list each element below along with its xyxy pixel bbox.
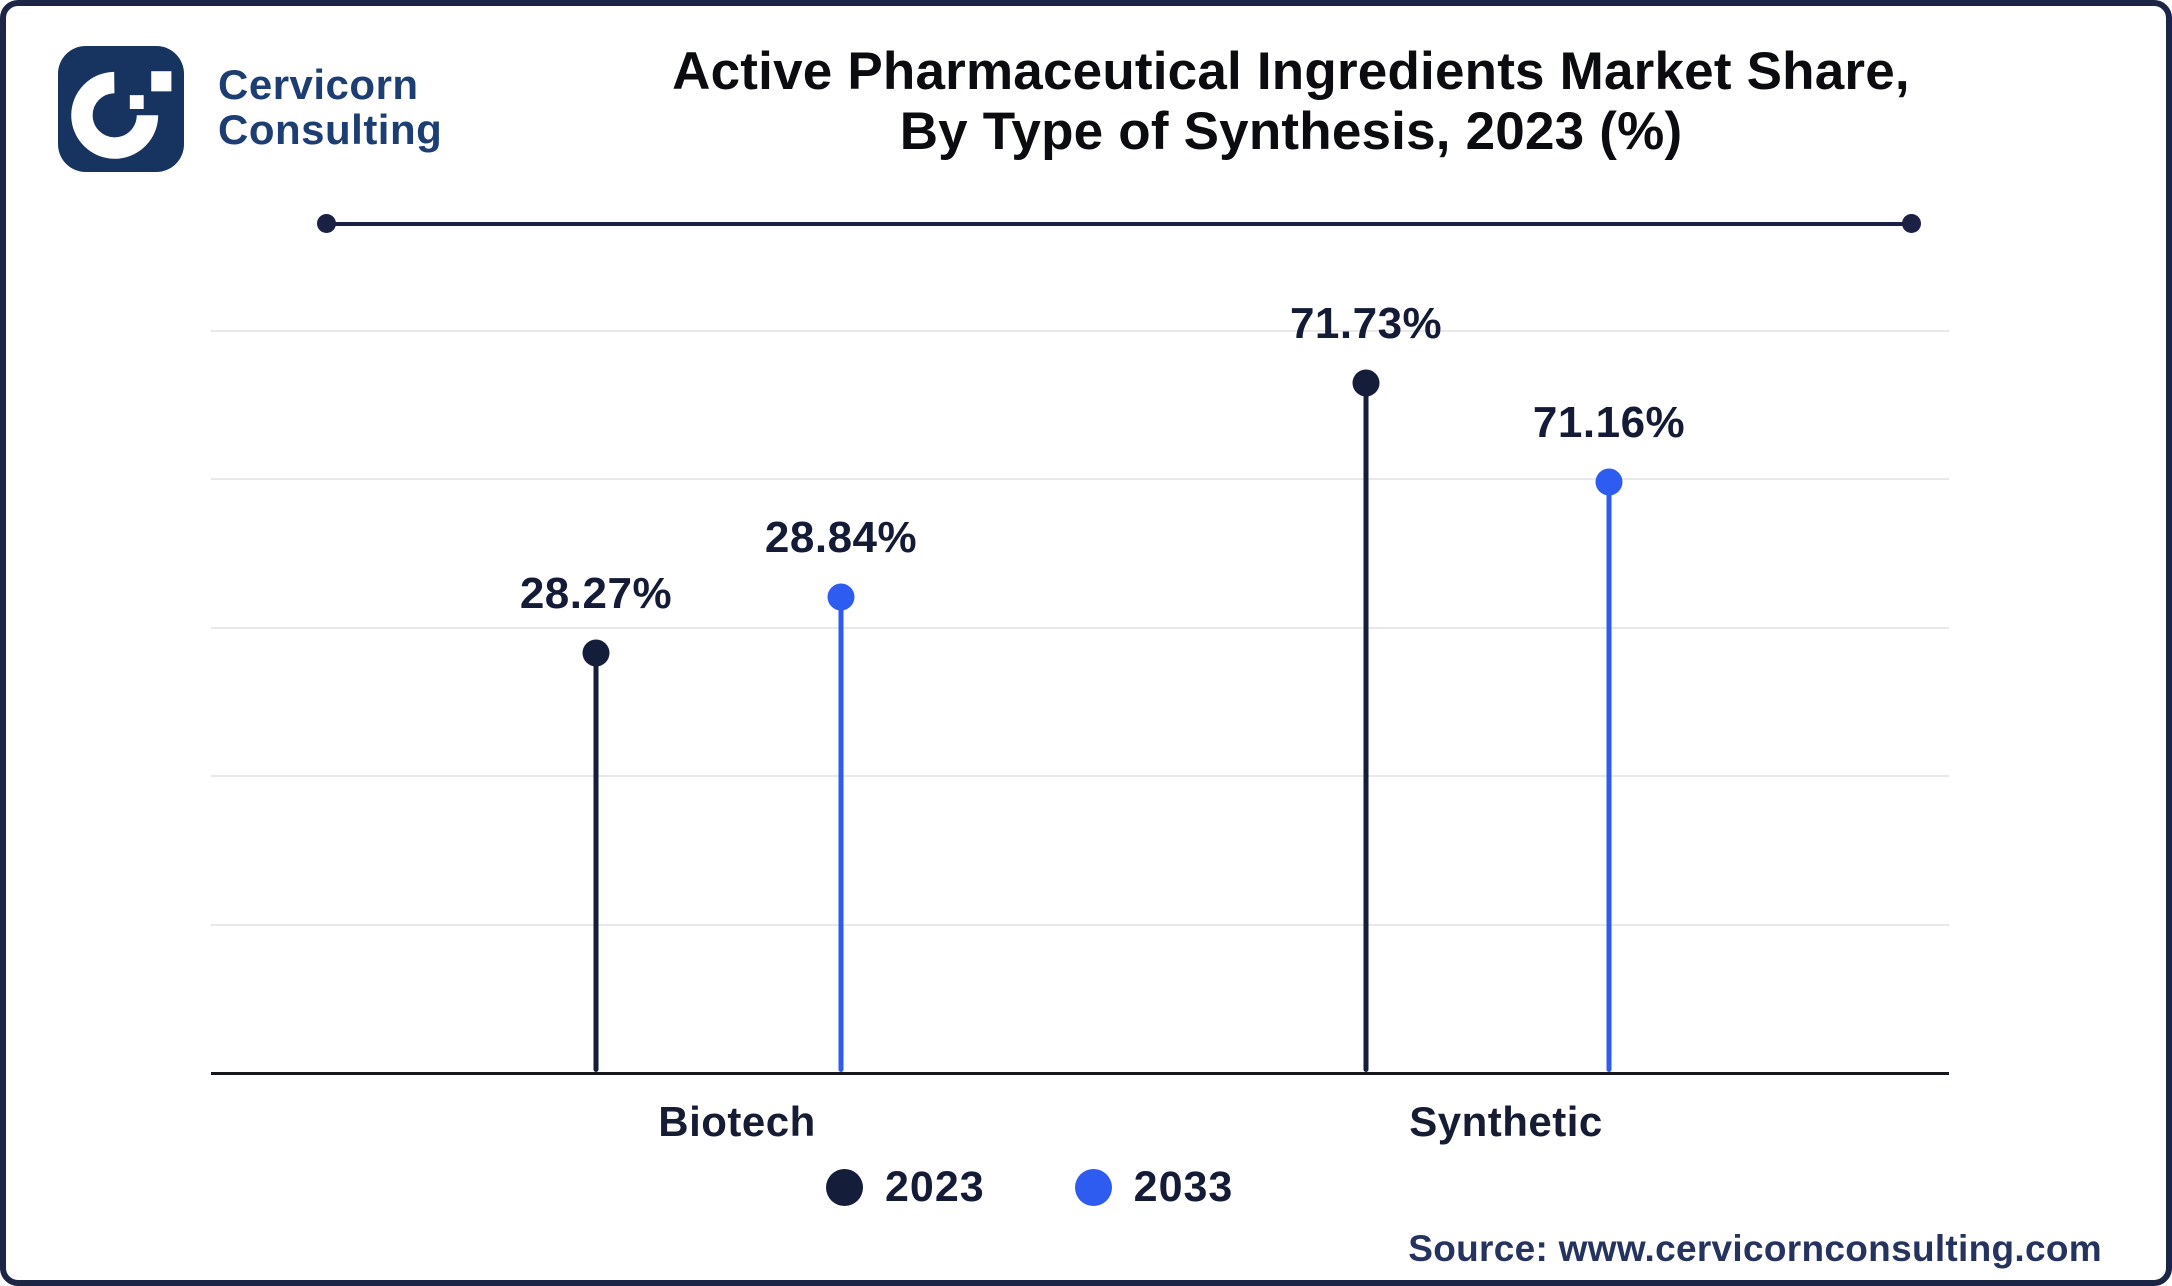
chart-title-line2: By Type of Synthesis, 2023 (%) xyxy=(899,102,1683,161)
gridline xyxy=(211,923,1949,926)
chart-title: Active Pharmaceutical Ingredients Market… xyxy=(526,42,2056,162)
lollipop-dot-2023-biotech xyxy=(582,639,610,667)
gridline xyxy=(211,626,1949,629)
lollipop-dot-2023-synthetic xyxy=(1352,369,1380,397)
legend-item-2023: 2023 xyxy=(826,1163,985,1212)
header-rule xyxy=(317,214,1921,233)
value-label-2033-biotech: 28.84% xyxy=(764,513,918,563)
gridline xyxy=(211,478,1949,481)
category-label: Synthetic xyxy=(1409,1098,1603,1145)
lollipop-dot-2033-biotech xyxy=(827,583,855,611)
cervicorn-logo-icon xyxy=(58,46,184,172)
cervicorn-logo xyxy=(58,46,184,172)
legend-label-2033: 2033 xyxy=(1133,1162,1234,1211)
lollipop-stem-2033-synthetic xyxy=(1606,482,1612,1072)
legend: 2023 2033 xyxy=(826,1161,1233,1213)
brand-name-line1: Cervicorn xyxy=(218,61,419,108)
gridline xyxy=(211,775,1949,778)
lollipop-stem-2033-biotech xyxy=(838,597,844,1072)
legend-item-2033: 2033 xyxy=(1074,1162,1234,1212)
source-note: Source: www.cervicornconsulting.com xyxy=(1408,1228,2102,1269)
plot-area: 28.27% 71.73% 28.84% 71.16% xyxy=(211,299,1949,1075)
value-label-2023-biotech: 28.27% xyxy=(519,568,673,618)
chart-title-line1: Active Pharmaceutical Ingredients Market… xyxy=(672,42,1910,101)
brand-name: Cervicorn Consulting xyxy=(218,62,442,152)
value-label-2033-synthetic: 71.16% xyxy=(1532,398,1686,448)
value-label-2023-synthetic: 71.73% xyxy=(1289,298,1443,348)
lollipop-stem-2023-synthetic xyxy=(1363,382,1369,1072)
lollipop-stem-2023-biotech xyxy=(593,652,599,1072)
category-label: Biotech xyxy=(658,1098,816,1145)
legend-label-2023: 2023 xyxy=(885,1162,985,1211)
legend-swatch-2033 xyxy=(1074,1168,1112,1206)
gridline xyxy=(211,330,1949,332)
brand-name-line2: Consulting xyxy=(218,106,443,153)
legend-swatch-2023 xyxy=(826,1168,863,1206)
lollipop-dot-2033-synthetic xyxy=(1595,468,1623,496)
